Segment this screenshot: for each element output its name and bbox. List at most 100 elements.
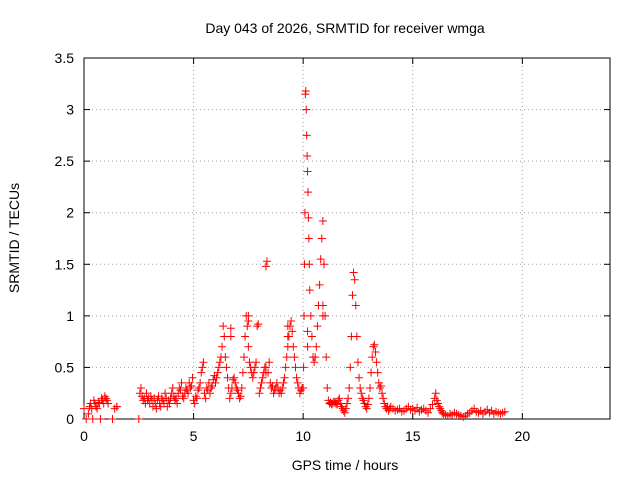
data-point [350, 275, 359, 284]
data-point [318, 216, 327, 225]
data-points [80, 87, 509, 423]
data-point [474, 408, 483, 417]
data-point [165, 399, 174, 408]
data-point [206, 389, 215, 398]
data-point [214, 363, 223, 372]
data-point [438, 408, 447, 417]
data-point [219, 322, 228, 331]
data-point [371, 347, 380, 356]
data-point [258, 373, 267, 382]
data-point [193, 386, 202, 395]
data-point [241, 332, 250, 341]
data-point [304, 213, 313, 222]
data-point [226, 389, 235, 398]
y-axis-ticks: 0 0.5 1 1.5 2 2.5 3 3.5 [55, 50, 610, 427]
grid [84, 58, 610, 419]
x-axis-ticks: 0 5 10 15 20 [80, 58, 530, 444]
data-point [237, 384, 246, 393]
data-point [239, 353, 248, 362]
data-point [289, 342, 298, 351]
data-point [177, 378, 186, 387]
data-point [201, 394, 210, 403]
data-point [250, 363, 259, 372]
data-point [146, 392, 155, 401]
data-point [399, 406, 408, 415]
data-point [369, 342, 378, 351]
data-point [319, 260, 328, 269]
data-point [431, 389, 440, 398]
x-tick-label: 15 [405, 428, 421, 444]
data-point [213, 368, 222, 377]
data-point [364, 394, 373, 403]
data-point [303, 151, 312, 160]
data-point [293, 378, 302, 387]
data-point [496, 409, 505, 418]
data-point [100, 392, 109, 401]
data-point [306, 311, 315, 320]
data-point [363, 400, 372, 409]
data-point [299, 363, 308, 372]
data-point [421, 406, 430, 415]
data-point [279, 378, 288, 387]
data-point [299, 384, 308, 393]
data-point [280, 373, 289, 382]
data-point [372, 358, 381, 367]
data-point [238, 368, 247, 377]
data-point [300, 311, 309, 320]
data-point [426, 404, 435, 413]
data-point [348, 291, 357, 300]
data-point [353, 358, 362, 367]
data-point [313, 322, 322, 331]
data-point [253, 322, 262, 331]
data-point [290, 353, 299, 362]
data-point [101, 394, 110, 403]
data-point [265, 358, 274, 367]
data-point [197, 368, 206, 377]
data-point [303, 167, 312, 176]
data-point [222, 363, 231, 372]
data-point [492, 407, 501, 416]
data-point [304, 234, 313, 243]
data-point [142, 389, 151, 398]
x-tick-label: 5 [190, 428, 198, 444]
x-axis-label: GPS time / hours [292, 457, 399, 473]
data-point [302, 105, 311, 114]
data-point [317, 234, 326, 243]
plot-frame [83, 57, 611, 420]
data-point [80, 404, 88, 413]
y-axis-label: SRMTID / TECUs [6, 183, 22, 293]
data-point [288, 327, 297, 336]
data-point [282, 353, 291, 362]
data-point [261, 363, 270, 372]
data-point [316, 255, 325, 264]
data-point [345, 384, 354, 393]
data-point [362, 404, 371, 413]
data-point [278, 384, 287, 393]
data-point [179, 394, 188, 403]
data-point [312, 342, 321, 351]
data-point [305, 260, 314, 269]
data-point [322, 353, 331, 362]
data-point [212, 373, 221, 382]
data-point [292, 373, 301, 382]
data-point [172, 394, 181, 403]
data-point [300, 208, 309, 217]
data-point [261, 262, 270, 271]
data-point [190, 399, 199, 408]
data-point [303, 342, 312, 351]
data-point [500, 407, 509, 416]
y-tick-label: 1 [66, 308, 74, 324]
data-point [268, 381, 277, 390]
data-point [84, 409, 93, 418]
data-point [428, 400, 437, 409]
y-tick-label: 1.5 [55, 256, 75, 272]
data-point [498, 408, 507, 417]
data-point [424, 408, 433, 417]
data-point [104, 399, 113, 408]
data-point [318, 311, 327, 320]
data-point [323, 384, 332, 393]
data-point [187, 381, 196, 390]
data-point [211, 378, 220, 387]
data-point [454, 410, 463, 419]
